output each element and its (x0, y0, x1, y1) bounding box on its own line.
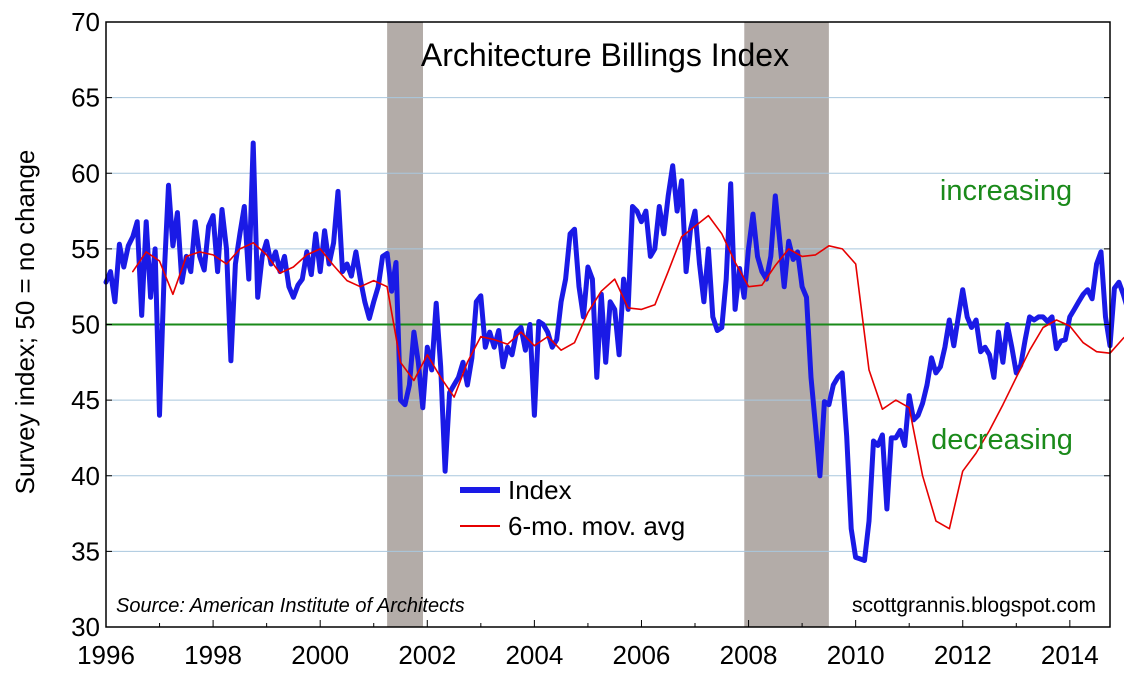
y-tick-label-35: 35 (71, 536, 100, 566)
y-tick-label-50: 50 (71, 310, 100, 340)
x-tick-label-1998: 1998 (184, 640, 242, 670)
series-line-index (103, 140, 1124, 563)
x-tick-label-2006: 2006 (613, 640, 671, 670)
series-layer (103, 140, 1124, 563)
x-axis-ticks: 1996 1998 2000 2002 2004 2006 2008 2010 2012 2014 (77, 620, 1099, 670)
x-tick-label-2010: 2010 (827, 640, 885, 670)
legend-label-index: Index (508, 475, 572, 505)
y-tick-label-30: 30 (71, 612, 100, 642)
y-tick-label-45: 45 (71, 385, 100, 415)
credit-note: scottgrannis.blogspot.com (852, 594, 1096, 617)
source-note: Source: American Institute of Architects (116, 595, 465, 617)
y-axis-label: Survey index; 50 = no change (10, 150, 40, 495)
y-tick-label-65: 65 (71, 83, 100, 113)
decreasing-annotation: decreasing (931, 424, 1073, 456)
x-tick-label-2012: 2012 (934, 640, 992, 670)
x-tick-label-2004: 2004 (505, 640, 563, 670)
x-tick-label-2000: 2000 (291, 640, 349, 670)
chart-title: Architecture Billings Index (421, 37, 789, 73)
series-line-moving-average (132, 214, 1124, 530)
x-tick-label-2014: 2014 (1041, 640, 1099, 670)
x-tick-label-2002: 2002 (398, 640, 456, 670)
y-tick-label-40: 40 (71, 461, 100, 491)
increasing-annotation: increasing (940, 175, 1072, 207)
legend: Index 6-mo. mov. avg (460, 475, 685, 541)
y-tick-label-70: 70 (71, 7, 100, 37)
legend-label-moving-average: 6-mo. mov. avg (508, 511, 685, 541)
x-tick-label-2008: 2008 (720, 640, 778, 670)
x-tick-label-1996: 1996 (77, 640, 135, 670)
y-tick-label-60: 60 (71, 158, 100, 188)
y-axis-ticks: 30 35 40 45 50 55 60 65 70 (71, 7, 1110, 642)
y-tick-label-55: 55 (71, 234, 100, 264)
